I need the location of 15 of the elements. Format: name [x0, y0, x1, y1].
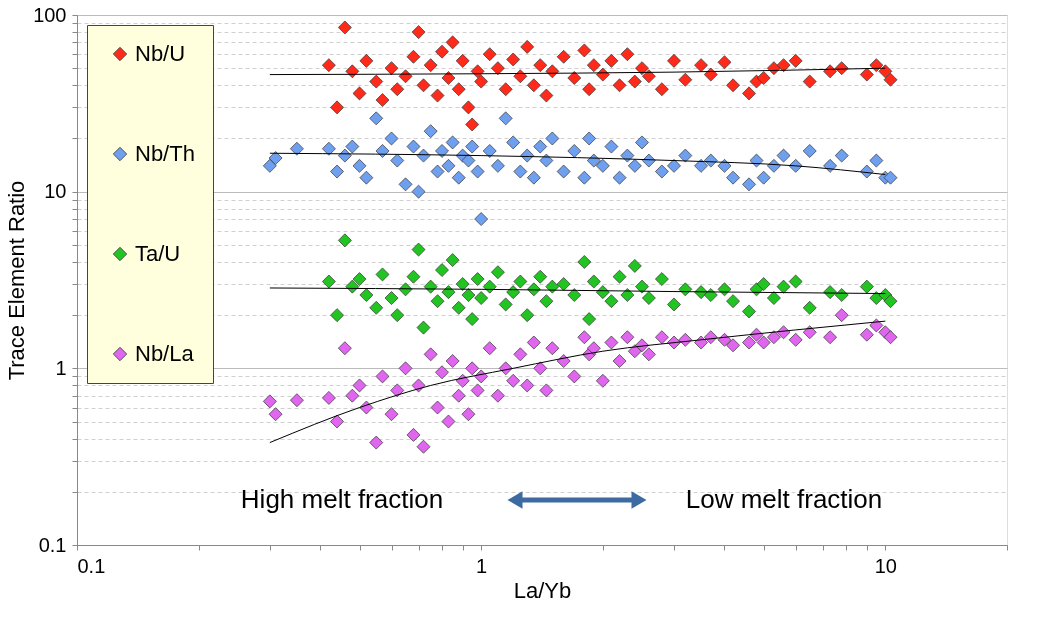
y-tick-label: 1 — [55, 356, 67, 379]
x-tick-label: 1 — [476, 554, 488, 577]
y-tick-label: 10 — [44, 180, 67, 203]
legend-label: Nb/U — [135, 41, 186, 66]
legend-label: Nb/Th — [135, 141, 195, 166]
x-tick-label: 0.1 — [77, 554, 106, 577]
x-axis-title: La/Yb — [513, 577, 572, 603]
x-tick-label: 10 — [874, 554, 897, 577]
annotation: High melt fraction — [240, 484, 444, 514]
y-axis-title: Trace Element Ratio — [4, 180, 30, 381]
y-tick-label: 100 — [33, 3, 67, 26]
legend-label: Ta/U — [135, 241, 181, 266]
annotation: Low melt fraction — [685, 484, 883, 514]
legend-label: Nb/La — [135, 341, 195, 366]
y-tick-label: 0.1 — [38, 533, 67, 556]
